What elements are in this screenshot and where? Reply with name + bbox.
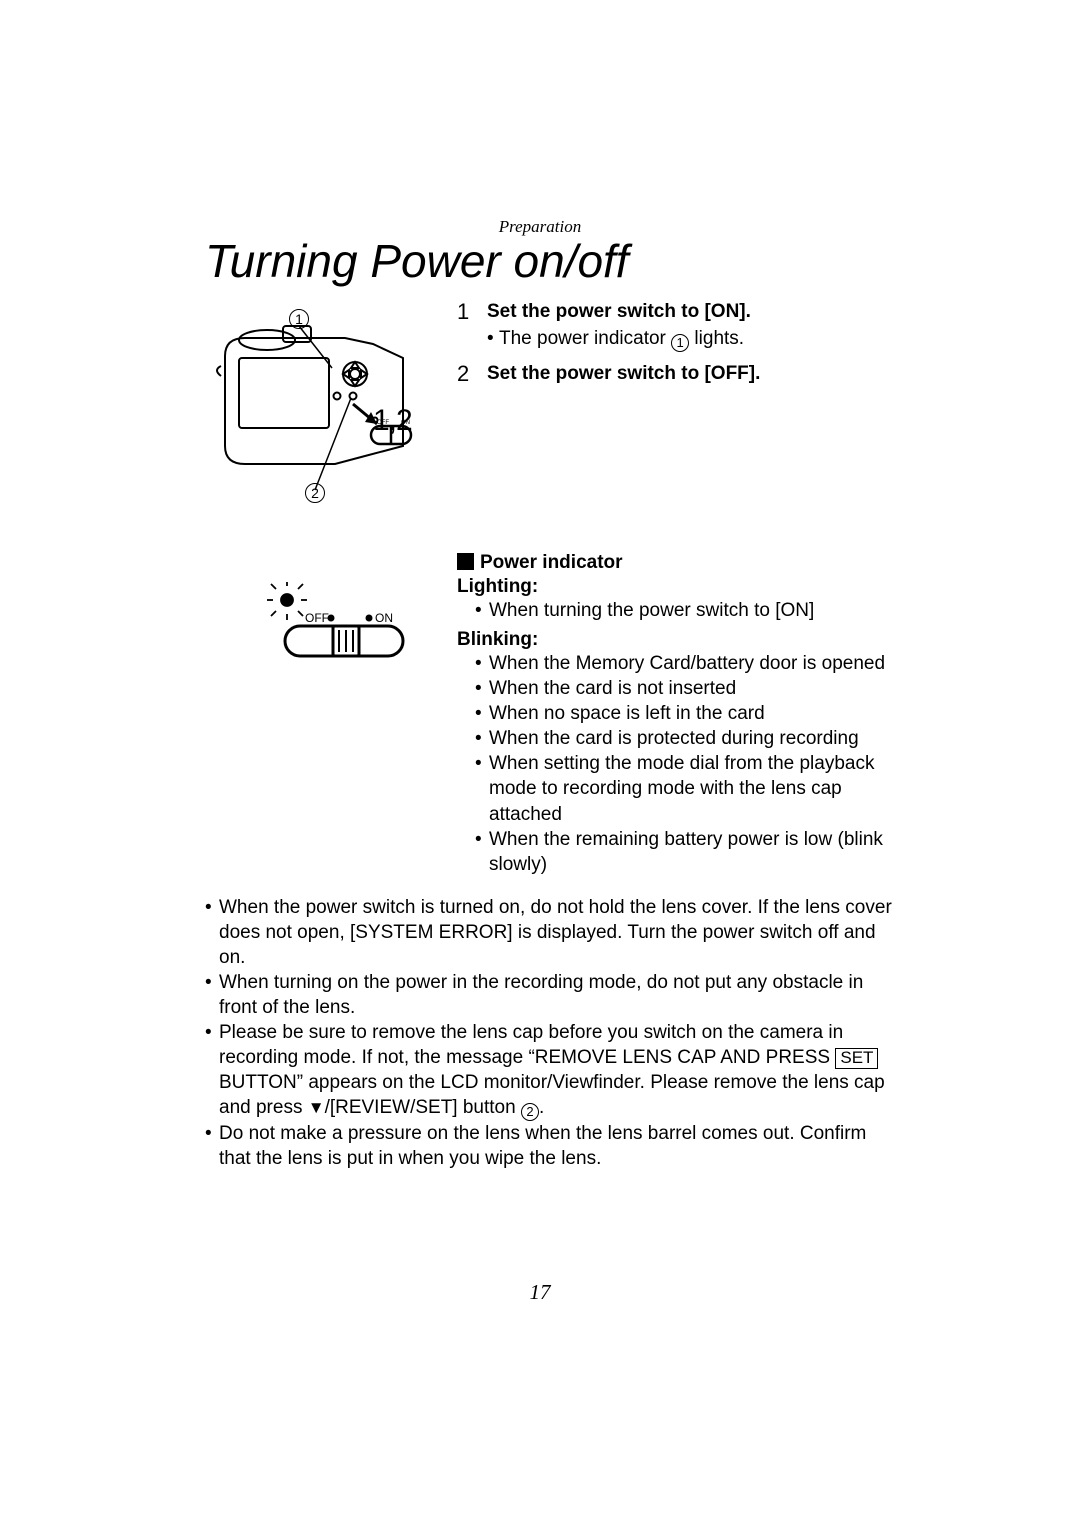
- step-title: Set the power switch to [ON].: [487, 300, 892, 325]
- step-number: 1: [457, 300, 487, 356]
- notes-section: When the power switch is turned on, do n…: [205, 895, 892, 1172]
- step-reference-label: 1,2: [373, 404, 412, 438]
- step-2: 2 Set the power switch to [OFF].: [457, 362, 892, 389]
- list-item: Please be sure to remove the lens cap be…: [219, 1020, 892, 1121]
- page-number: 17: [0, 1280, 1080, 1305]
- list-item: When turning on the power in the recordi…: [219, 970, 892, 1020]
- main-instruction-row: OFF ON 1,2 1 2 1 Set the power switch to…: [205, 300, 892, 516]
- list-item: When setting the mode dial from the play…: [489, 751, 892, 826]
- list-item: When the Memory Card/battery door is ope…: [489, 651, 892, 676]
- power-indicator-heading: Power indicator: [457, 552, 892, 574]
- list-item: When the card is not inserted: [489, 676, 892, 701]
- circled-1-inline: 1: [671, 334, 689, 352]
- step-number: 2: [457, 362, 487, 389]
- list-item: When the remaining battery power is low …: [489, 827, 892, 877]
- notes-list: When the power switch is turned on, do n…: [205, 895, 892, 1172]
- circled-2-inline: 2: [521, 1103, 539, 1121]
- lighting-list: When turning the power switch to [ON]: [457, 598, 892, 623]
- black-square-icon: [457, 553, 474, 570]
- power-indicator-text: Power indicator Lighting: When turning t…: [445, 552, 892, 877]
- power-indicator-row: OFF ON Power indicator Lighting: When tu…: [205, 552, 892, 877]
- callout-1: 1: [289, 308, 309, 329]
- list-item: When the card is protected during record…: [489, 726, 892, 751]
- callout-2: 2: [305, 482, 325, 503]
- down-triangle-icon: ▼: [308, 1098, 325, 1117]
- page-title: Turning Power on/off: [205, 234, 892, 288]
- switch-illustration: OFF ON: [205, 552, 445, 877]
- manual-page: Preparation Turning Power on/off: [0, 0, 1080, 1526]
- list-item: When no space is left in the card: [489, 701, 892, 726]
- step-sub: The power indicator 1 lights.: [487, 327, 892, 352]
- camera-illustration: OFF ON 1,2 1 2: [205, 296, 435, 516]
- steps-column: 1 Set the power switch to [ON]. The powe…: [445, 300, 892, 516]
- lighting-label: Lighting:: [457, 576, 892, 598]
- list-item: When the power switch is turned on, do n…: [219, 895, 892, 970]
- blinking-list: When the Memory Card/battery door is ope…: [457, 651, 892, 877]
- step-title: Set the power switch to [OFF].: [487, 362, 892, 387]
- camera-illustration-column: OFF ON 1,2 1 2: [205, 300, 445, 516]
- power-switch-icon: OFF ON: [267, 582, 413, 662]
- list-item: Do not make a pressure on the lens when …: [219, 1121, 892, 1171]
- list-item: When turning the power switch to [ON]: [489, 598, 892, 623]
- off-label: OFF: [305, 611, 329, 625]
- on-label: ON: [375, 611, 393, 625]
- blinking-label: Blinking:: [457, 629, 892, 651]
- section-header: Preparation: [0, 217, 1080, 237]
- set-button-box: SET: [835, 1048, 878, 1069]
- step-1: 1 Set the power switch to [ON]. The powe…: [457, 300, 892, 356]
